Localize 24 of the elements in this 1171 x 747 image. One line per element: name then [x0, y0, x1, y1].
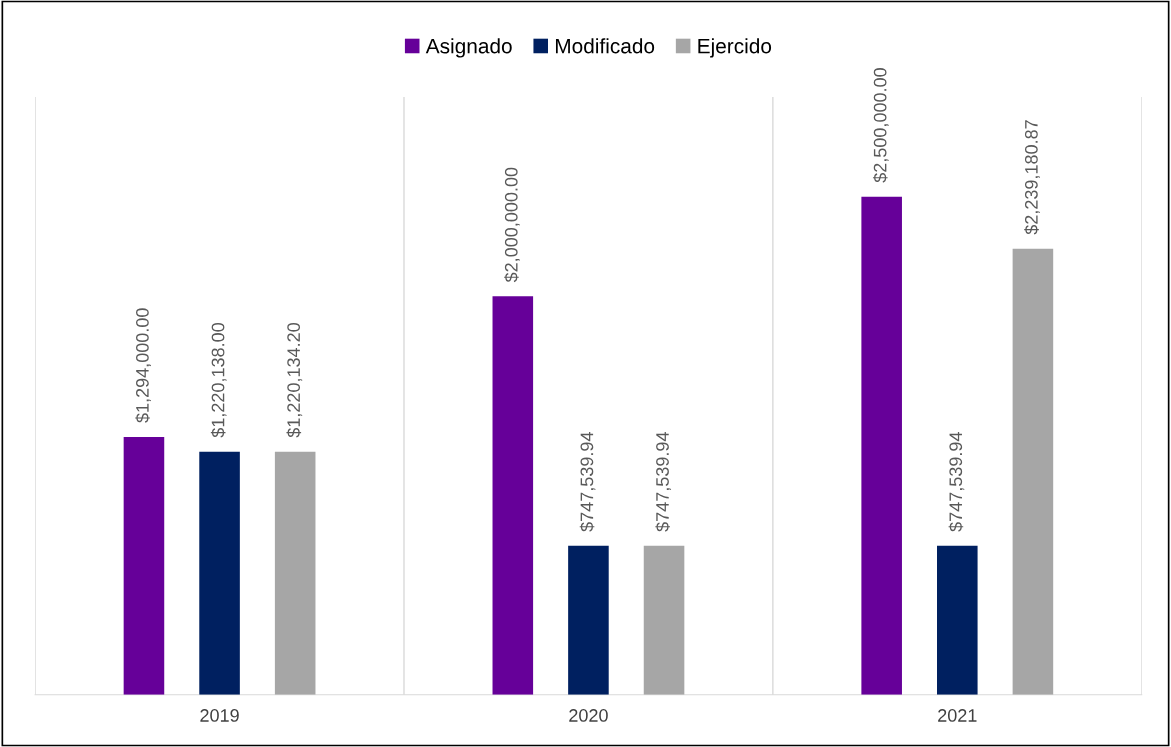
bar: [492, 296, 534, 695]
legend-label: Modificado: [555, 38, 655, 54]
x-tick-label: 2019: [200, 709, 239, 722]
bar: [274, 451, 316, 695]
bar: [643, 545, 685, 695]
x-tick-label: 2021: [938, 709, 977, 722]
data-label: $747,539.94: [655, 432, 672, 532]
data-label: $747,539.94: [579, 432, 596, 532]
data-label: $2,000,000.00: [504, 167, 520, 283]
data-label: $2,500,000.00: [872, 68, 889, 183]
data-label: $1,220,138.00: [210, 323, 227, 438]
data-label: $1,294,000.00: [135, 308, 151, 423]
bar: [123, 436, 165, 695]
bar: [199, 451, 240, 695]
bar: [1012, 248, 1054, 695]
bar: [937, 545, 978, 695]
legend-label: Ejercido: [698, 38, 772, 58]
data-label: $2,239,180.87: [1024, 120, 1040, 235]
x-tick-label: 2020: [569, 709, 608, 722]
legend-label: Asignado: [425, 38, 512, 58]
bar: [568, 545, 609, 695]
bar: [861, 196, 902, 695]
data-label: $747,539.94: [948, 432, 965, 532]
data-label: $1,220,134.20: [286, 323, 303, 438]
